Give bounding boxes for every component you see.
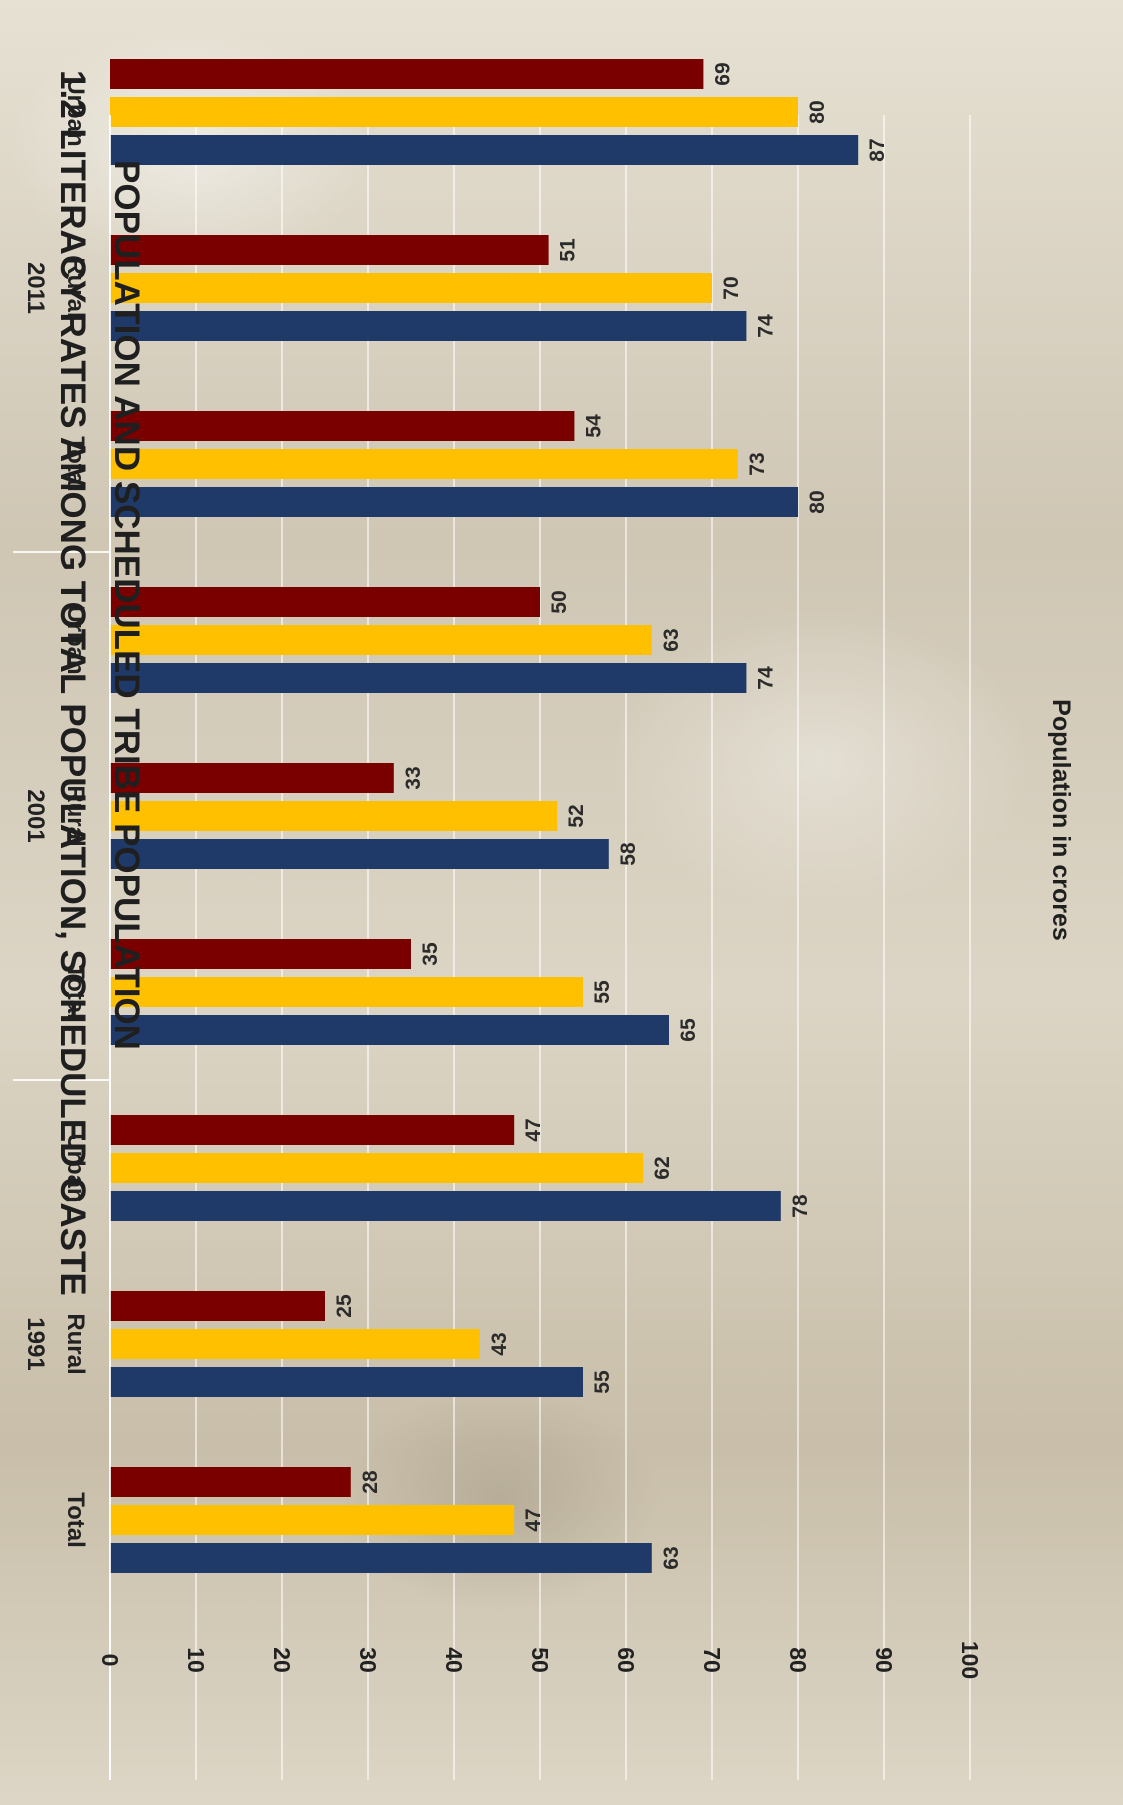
y-tick-label: 80 bbox=[785, 1647, 811, 1673]
y-axis-label: Population in crores bbox=[1047, 699, 1075, 941]
chart-title-line-1: 1.2 LITERACY RATES AMONG TOTAL POPULATIO… bbox=[53, 70, 92, 1296]
bar bbox=[110, 449, 738, 479]
bar bbox=[110, 487, 798, 517]
y-tick-label: 40 bbox=[441, 1647, 467, 1673]
bar-data-label: 58 bbox=[617, 842, 640, 866]
bar-data-label: 52 bbox=[565, 804, 588, 827]
bar-data-label: 54 bbox=[582, 414, 605, 438]
bar bbox=[110, 839, 609, 869]
bar bbox=[110, 977, 583, 1007]
bar-data-label: 33 bbox=[402, 766, 425, 789]
bar bbox=[110, 939, 411, 969]
x-year-label: 2001 bbox=[22, 789, 49, 842]
bar bbox=[110, 801, 558, 831]
bar-data-label: 25 bbox=[333, 1294, 356, 1318]
x-category-label: Total bbox=[62, 436, 89, 492]
bar-data-label: 47 bbox=[522, 1508, 545, 1531]
y-tick-label: 100 bbox=[957, 1641, 983, 1679]
bar bbox=[110, 97, 798, 127]
data-labels: 63 47 28 55 43 25 78 62 47 65 55 35 58 52 33 74 63 50 80 73… bbox=[333, 62, 889, 1569]
bar-data-label: 62 bbox=[651, 1156, 674, 1179]
x-category-label: Rural bbox=[62, 257, 89, 318]
x-category-label: Urban bbox=[62, 77, 89, 146]
bar bbox=[110, 587, 540, 617]
bar-data-label: 80 bbox=[806, 100, 829, 123]
bar-data-label: 87 bbox=[866, 138, 889, 161]
bar bbox=[110, 1291, 325, 1321]
bar bbox=[110, 1153, 644, 1183]
bar-data-label: 74 bbox=[754, 314, 777, 338]
bar-data-label: 55 bbox=[591, 980, 614, 1004]
y-tick-label: 0 bbox=[97, 1654, 123, 1667]
bar bbox=[109, 1467, 351, 1497]
bar-data-label: 80 bbox=[806, 490, 829, 513]
bar-data-label: 47 bbox=[522, 1118, 545, 1141]
bar-data-label: 35 bbox=[419, 942, 442, 966]
bar-data-label: 63 bbox=[660, 628, 683, 651]
bar-data-label: 73 bbox=[746, 452, 769, 475]
bar-data-label: 69 bbox=[711, 62, 734, 85]
x-year-label: 2011 bbox=[22, 262, 49, 314]
bar bbox=[110, 1115, 515, 1145]
bar-data-label: 51 bbox=[557, 238, 580, 262]
bar bbox=[110, 1015, 669, 1045]
bar-data-label: 55 bbox=[591, 1370, 614, 1394]
bar-data-label: 65 bbox=[677, 1018, 700, 1042]
bar bbox=[110, 1367, 583, 1397]
bar bbox=[110, 1543, 652, 1573]
bar-data-label: 74 bbox=[754, 666, 777, 690]
bar bbox=[110, 1329, 480, 1359]
bar bbox=[110, 135, 859, 165]
bar bbox=[109, 663, 747, 693]
y-tick-label: 10 bbox=[183, 1647, 209, 1673]
x-axis: Total Rural Urban 1991 Total Rural Urban 2001 To… bbox=[13, 77, 111, 1780]
bar bbox=[109, 311, 747, 341]
bar bbox=[110, 1505, 515, 1535]
gridlines bbox=[109, 115, 971, 1780]
bar-data-label: 43 bbox=[488, 1332, 511, 1355]
bar bbox=[110, 1191, 781, 1221]
y-tick-label: 30 bbox=[355, 1647, 381, 1673]
y-tick-label: 70 bbox=[699, 1647, 725, 1673]
bar-data-label: 28 bbox=[359, 1470, 382, 1494]
chart-title-line-2: POPULATION AND SCHEDULED TRIBE POPULATIO… bbox=[107, 160, 146, 1050]
bar-data-label: 63 bbox=[660, 1546, 683, 1569]
y-tick-label: 50 bbox=[527, 1647, 553, 1673]
y-axis: 0 10 20 30 40 50 60 70 80 90 100 bbox=[97, 1641, 983, 1679]
y-tick-label: 20 bbox=[269, 1647, 295, 1673]
bar-data-label: 70 bbox=[720, 276, 743, 299]
bar-data-label: 50 bbox=[548, 590, 571, 613]
bar bbox=[110, 625, 652, 655]
bar bbox=[109, 235, 549, 265]
bar bbox=[109, 59, 704, 89]
x-category-label: Rural bbox=[62, 785, 89, 846]
x-category-label: Total bbox=[62, 964, 89, 1020]
y-tick-label: 90 bbox=[871, 1647, 897, 1673]
bar bbox=[110, 273, 712, 303]
x-year-label: 1991 bbox=[22, 1317, 49, 1370]
bars bbox=[109, 59, 859, 1573]
x-category-label: Total bbox=[62, 1492, 89, 1548]
bar-data-label: 78 bbox=[789, 1194, 812, 1218]
bar bbox=[110, 411, 575, 441]
x-category-label: Urban bbox=[62, 605, 89, 674]
bar bbox=[110, 763, 394, 793]
y-tick-label: 60 bbox=[613, 1647, 639, 1673]
x-category-label: Rural bbox=[62, 1313, 89, 1374]
x-category-label: Urban bbox=[62, 1133, 89, 1202]
